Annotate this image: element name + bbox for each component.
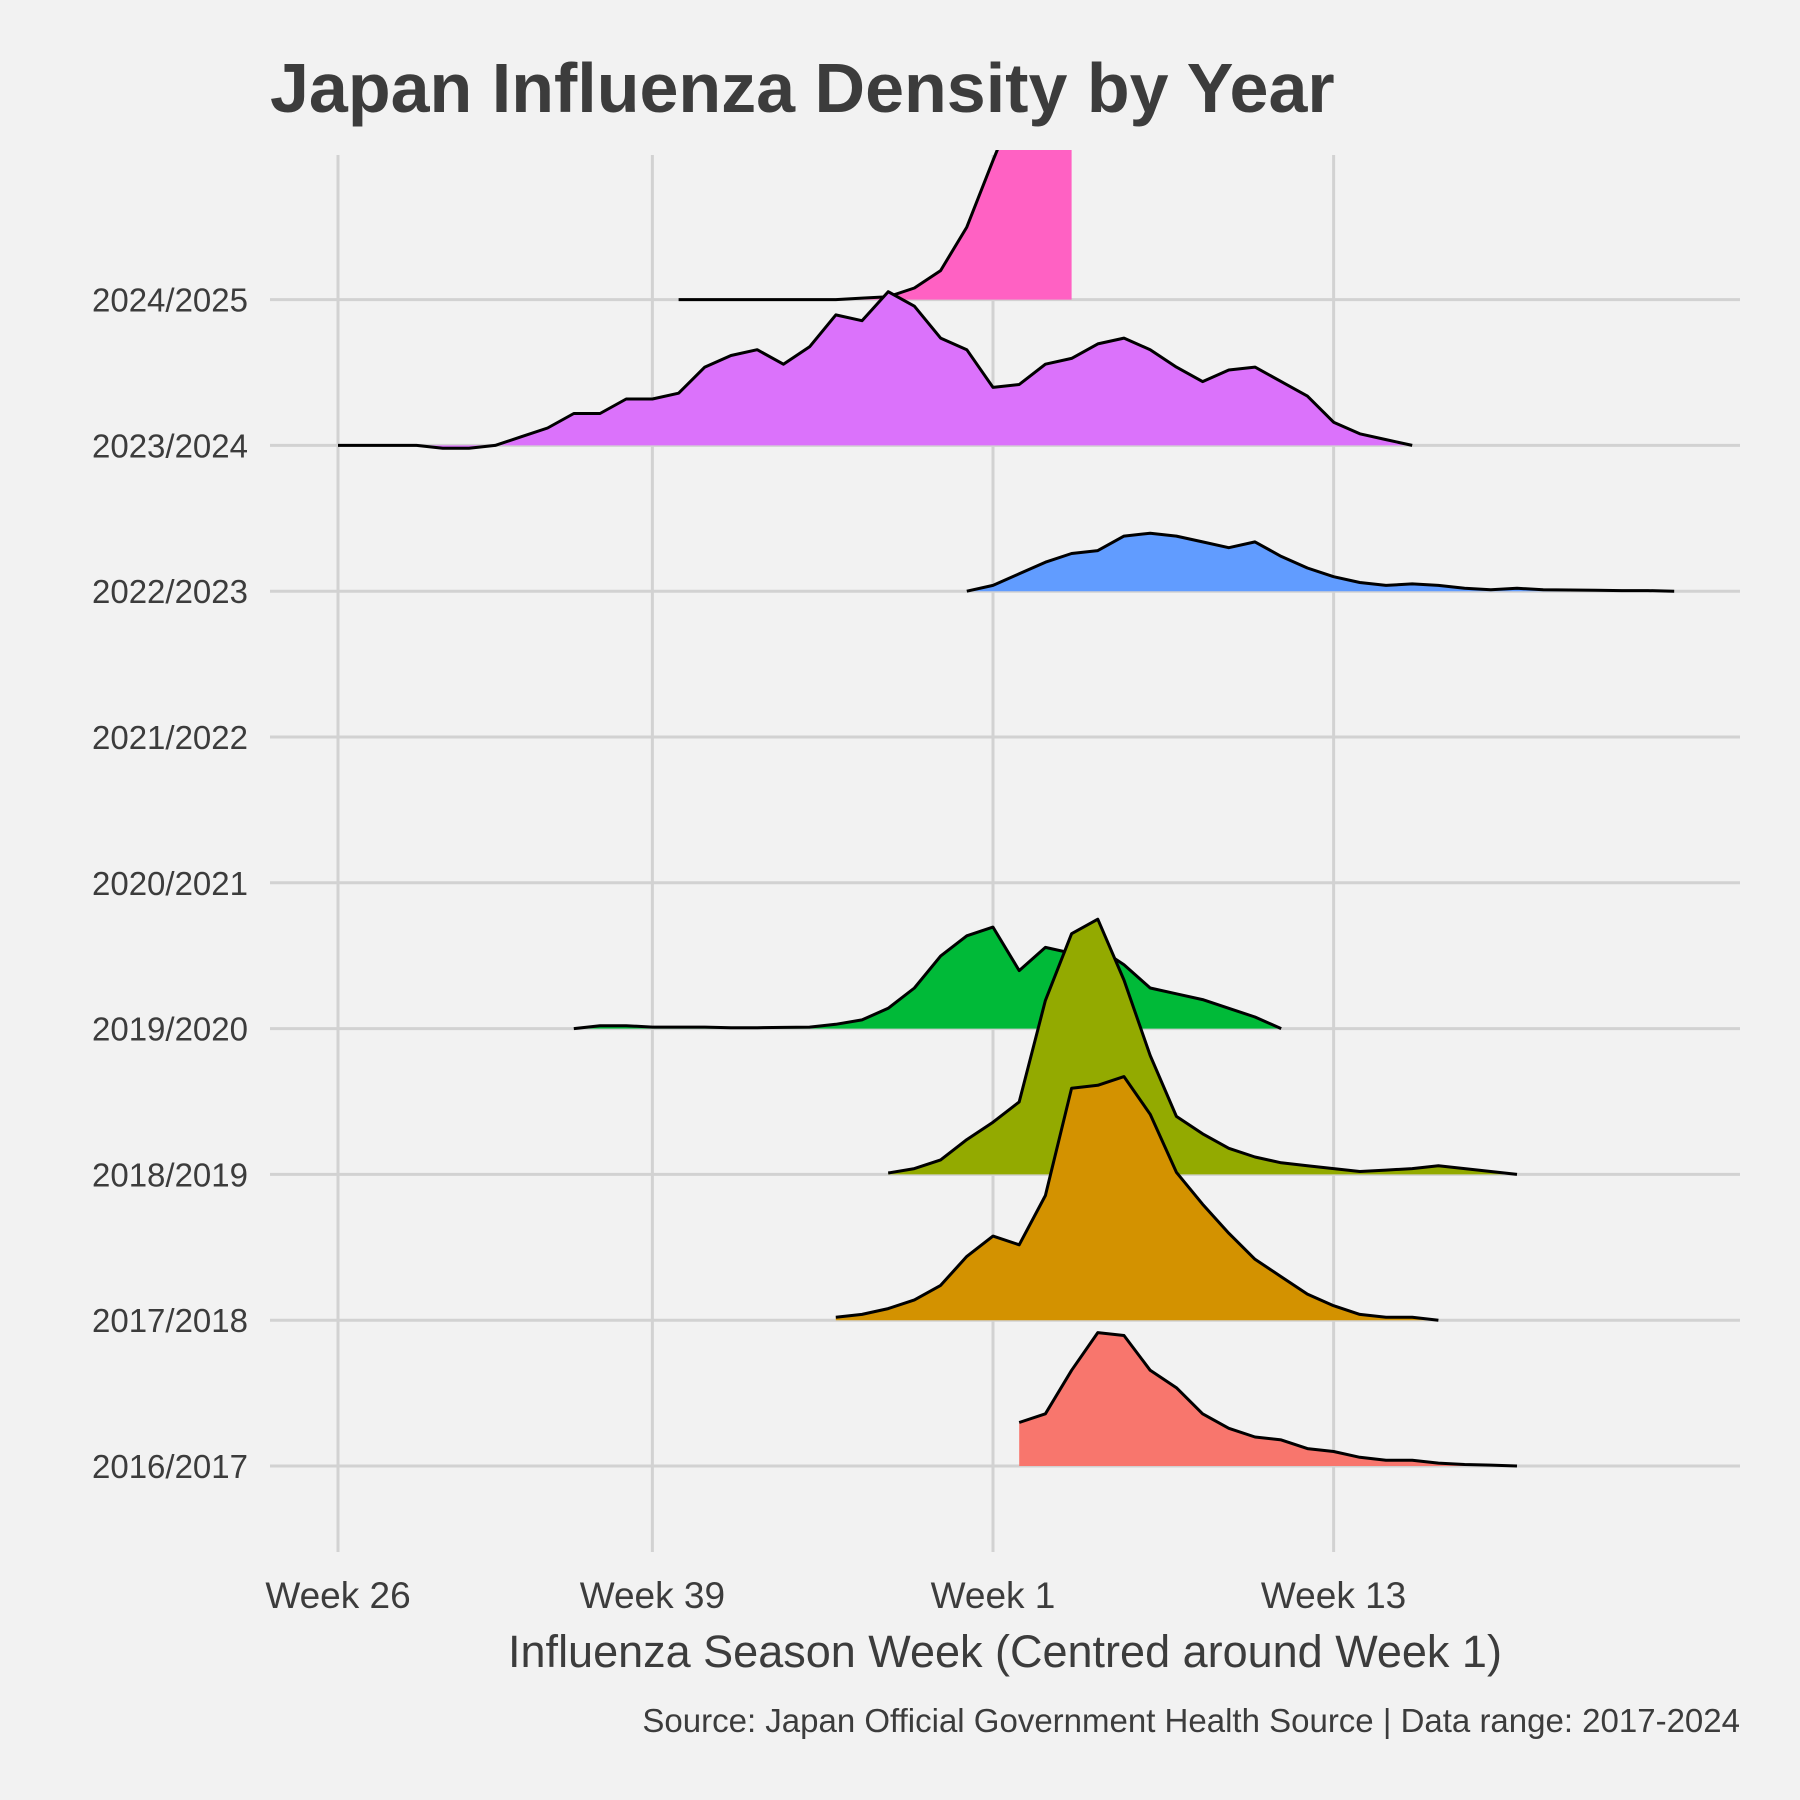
ridge-2018-2019	[887, 917, 1518, 1176]
x-tick-label: Week 26	[265, 1575, 410, 1616]
ridge-2016-2017	[1018, 1331, 1518, 1468]
x-axis-tick-labels: Week 26 Week 39 Week 1 Week 13	[265, 1575, 1406, 1616]
ridge-2022-2023	[966, 531, 1675, 593]
y-tick-label: 2017/2018	[92, 1302, 248, 1339]
ridge-outline	[338, 290, 1413, 450]
ridge-outline	[573, 925, 1282, 1031]
ridge-area	[678, 150, 1072, 300]
ridge-area	[888, 919, 1517, 1175]
ridge-area	[966, 533, 1675, 592]
y-tick-label: 2022/2023	[92, 573, 248, 610]
ridge-area	[835, 1076, 1439, 1321]
ridge-2024-2025	[678, 150, 1072, 302]
y-tick-label: 2024/2025	[92, 282, 248, 319]
ridge-outline	[678, 150, 999, 302]
x-tick-label: Week 1	[931, 1575, 1056, 1616]
x-tick-label: Week 39	[580, 1575, 725, 1616]
y-tick-label: 2021/2022	[92, 719, 248, 756]
ridge-area	[1019, 1332, 1517, 1466]
x-tick-label: Week 13	[1261, 1575, 1406, 1616]
ridge-area	[338, 291, 1413, 449]
ridge-outline	[887, 917, 1518, 1176]
ridge-outline	[966, 531, 1675, 593]
ridge-outline	[835, 1075, 1439, 1322]
y-tick-label: 2023/2024	[92, 427, 248, 464]
y-tick-label: 2020/2021	[92, 865, 248, 902]
ridge-2023-2024	[338, 290, 1413, 450]
y-axis-tick-labels: 2016/2017 2017/2018 2018/2019 2019/2020 2020…	[92, 282, 248, 1485]
ridge-2017-2018	[835, 1075, 1439, 1322]
chart-caption: Source: Japan Official Government Health…	[642, 1702, 1740, 1739]
chart-title: Japan Influenza Density by Year	[270, 49, 1335, 127]
y-tick-label: 2016/2017	[92, 1448, 248, 1485]
ridges	[338, 150, 1675, 1468]
ridge-outline	[1018, 1331, 1518, 1468]
gridlines	[270, 155, 1740, 1552]
y-tick-label: 2018/2019	[92, 1156, 248, 1193]
x-axis-label: Influenza Season Week (Centred around We…	[508, 1626, 1502, 1677]
y-tick-label: 2019/2020	[92, 1011, 248, 1048]
ridge-area	[573, 927, 1282, 1029]
ridge-2019-2020	[573, 925, 1282, 1031]
